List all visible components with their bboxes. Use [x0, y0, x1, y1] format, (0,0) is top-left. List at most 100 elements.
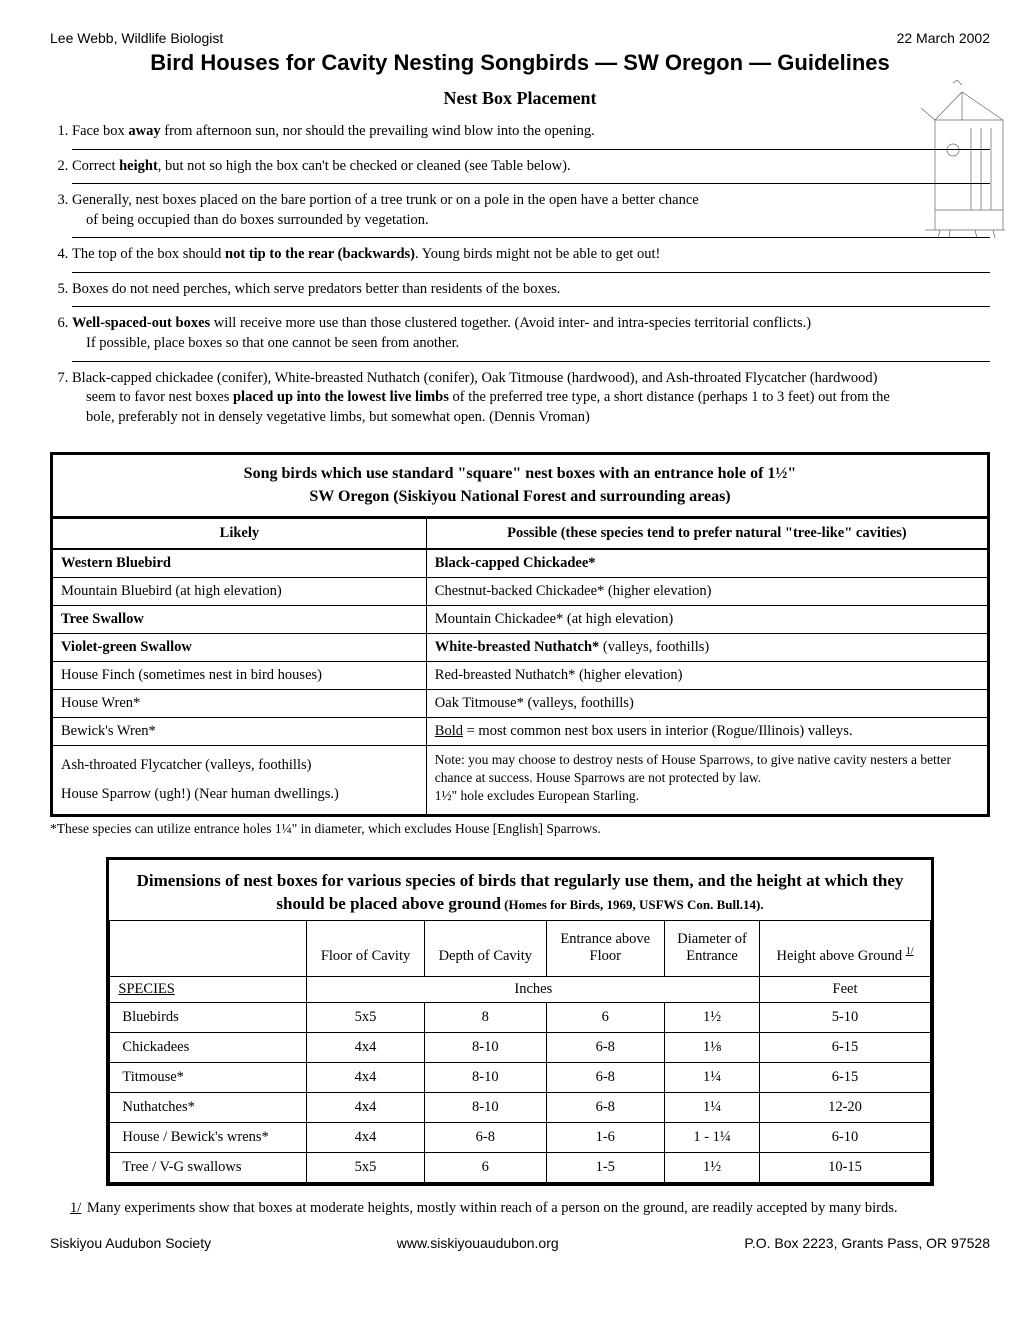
dim-diameter: 1½: [664, 1002, 760, 1032]
page-title: Bird Houses for Cavity Nesting Songbirds…: [50, 50, 990, 76]
dim-depth: 8-10: [424, 1062, 546, 1092]
col-header-likely: Likely: [52, 517, 427, 549]
dim-unit-inches: Inches: [307, 976, 760, 1002]
placement-item: Correct height, but not so high the box …: [72, 150, 990, 185]
dim-species: Tree / V-G swallows: [110, 1152, 307, 1182]
table-row: Tree SwallowMountain Chickadee* (at high…: [52, 605, 989, 633]
dim-entrance: 1-5: [546, 1152, 664, 1182]
dim-unit-feet: Feet: [760, 976, 930, 1002]
species-table: Song birds which use standard "square" n…: [50, 452, 990, 817]
dim-diameter: 1¼: [664, 1062, 760, 1092]
table-row: Bewick's Wren*Bold = most common nest bo…: [52, 717, 989, 745]
dim-depth: 6: [424, 1152, 546, 1182]
dim-floor: 4x4: [307, 1092, 425, 1122]
dim-col-depth: Depth of Cavity: [424, 920, 546, 976]
placement-item: The top of the box should not tip to the…: [72, 238, 990, 273]
species-bottom-right: Note: you may choose to destroy nests of…: [426, 745, 988, 815]
species-cell-likely: Western Bluebird: [52, 549, 427, 578]
table-row: Bluebirds5x5861½5-10: [110, 1002, 930, 1032]
species-cell-likely: House Finch (sometimes nest in bird hous…: [52, 661, 427, 689]
page-header: Lee Webb, Wildlife Biologist 22 March 20…: [50, 30, 990, 46]
dim-floor: 4x4: [307, 1122, 425, 1152]
placement-list: Face box away from afternoon sun, nor sh…: [50, 115, 990, 434]
dim-depth: 8: [424, 1002, 546, 1032]
placement-item: Well-spaced-out boxes will receive more …: [72, 307, 990, 361]
dim-height: 12-20: [760, 1092, 930, 1122]
dim-diameter: 1½: [664, 1152, 760, 1182]
dim-col-empty: [110, 920, 307, 976]
table-row: Tree / V-G swallows5x561-51½10-15: [110, 1152, 930, 1182]
dim-entrance: 6-8: [546, 1062, 664, 1092]
species-footnote: *These species can utilize entrance hole…: [50, 821, 990, 837]
placement-item: Boxes do not need perches, which serve p…: [72, 273, 990, 308]
species-cell-possible: Chestnut-backed Chickadee* (higher eleva…: [426, 577, 988, 605]
dim-entrance: 6-8: [546, 1032, 664, 1062]
author-label: Lee Webb, Wildlife Biologist: [50, 30, 223, 46]
dim-species-header: SPECIES: [110, 976, 307, 1002]
placement-item: Generally, nest boxes placed on the bare…: [72, 184, 990, 238]
page-footer: Siskiyou Audubon Society www.siskiyouaud…: [50, 1235, 990, 1251]
dim-height: 6-15: [760, 1032, 930, 1062]
table-row: Chickadees4x48-106-81⅛6-15: [110, 1032, 930, 1062]
dimensions-table-section: Dimensions of nest boxes for various spe…: [106, 857, 933, 1186]
species-table-section: Song birds which use standard "square" n…: [50, 452, 990, 837]
species-table-title: Song birds which use standard "square" n…: [52, 454, 989, 518]
table-row: House / Bewick's wrens*4x46-81-61 - 1¼6-…: [110, 1122, 930, 1152]
species-cell-possible: Oak Titmouse* (valleys, foothills): [426, 689, 988, 717]
dim-floor: 5x5: [307, 1002, 425, 1032]
species-cell-possible: Bold = most common nest box users in int…: [426, 717, 988, 745]
dim-height: 6-15: [760, 1062, 930, 1092]
placement-heading: Nest Box Placement: [50, 88, 990, 109]
dimensions-table: Floor of Cavity Depth of Cavity Entrance…: [109, 920, 930, 1183]
placement-item: Black-capped chickadee (conifer), White-…: [72, 362, 990, 435]
dim-species: Nuthatches*: [110, 1092, 307, 1122]
footer-right: P.O. Box 2223, Grants Pass, OR 97528: [744, 1235, 990, 1251]
table-row: Violet-green SwallowWhite-breasted Nutha…: [52, 633, 989, 661]
species-cell-likely: Mountain Bluebird (at high elevation): [52, 577, 427, 605]
dim-diameter: 1 - 1¼: [664, 1122, 760, 1152]
species-bottom-left: Ash-throated Flycatcher (valleys, foothi…: [52, 745, 427, 815]
dim-species: Chickadees: [110, 1032, 307, 1062]
table-row: Mountain Bluebird (at high elevation)Che…: [52, 577, 989, 605]
species-cell-likely: Bewick's Wren*: [52, 717, 427, 745]
species-cell-likely: Violet-green Swallow: [52, 633, 427, 661]
dim-height: 10-15: [760, 1152, 930, 1182]
table-row: Titmouse*4x48-106-81¼6-15: [110, 1062, 930, 1092]
species-cell-possible: Black-capped Chickadee*: [426, 549, 988, 578]
dim-entrance: 6-8: [546, 1092, 664, 1122]
species-cell-possible: Red-breasted Nuthatch* (higher elevation…: [426, 661, 988, 689]
col-header-possible: Possible (these species tend to prefer n…: [426, 517, 988, 549]
dim-floor: 4x4: [307, 1062, 425, 1092]
dim-floor: 5x5: [307, 1152, 425, 1182]
dim-diameter: 1¼: [664, 1092, 760, 1122]
dimensions-footnote: 1/ Many experiments show that boxes at m…: [70, 1200, 990, 1217]
dim-height: 5-10: [760, 1002, 930, 1032]
dim-diameter: 1⅛: [664, 1032, 760, 1062]
dim-col-diameter: Diameter ofEntrance: [664, 920, 760, 976]
dim-entrance: 1-6: [546, 1122, 664, 1152]
table-row: House Finch (sometimes nest in bird hous…: [52, 661, 989, 689]
species-cell-possible: Mountain Chickadee* (at high elevation): [426, 605, 988, 633]
placement-item: Face box away from afternoon sun, nor sh…: [72, 115, 990, 150]
birdhouse-illustration-icon: [915, 80, 1010, 240]
table-row: Western BluebirdBlack-capped Chickadee*: [52, 549, 989, 578]
table-row: Nuthatches*4x48-106-81¼12-20: [110, 1092, 930, 1122]
dimensions-title: Dimensions of nest boxes for various spe…: [109, 860, 930, 920]
species-cell-likely: House Wren*: [52, 689, 427, 717]
dim-depth: 8-10: [424, 1092, 546, 1122]
placement-section: Nest Box Placement Face box away from af…: [50, 88, 990, 434]
species-cell-possible: White-breasted Nuthatch* (valleys, footh…: [426, 633, 988, 661]
dim-floor: 4x4: [307, 1032, 425, 1062]
dim-species: Titmouse*: [110, 1062, 307, 1092]
dim-col-height: Height above Ground 1/: [760, 920, 930, 976]
dim-entrance: 6: [546, 1002, 664, 1032]
dim-depth: 8-10: [424, 1032, 546, 1062]
dim-height: 6-10: [760, 1122, 930, 1152]
footer-center: www.siskiyouaudubon.org: [397, 1235, 559, 1251]
dim-depth: 6-8: [424, 1122, 546, 1152]
table-row: House Wren*Oak Titmouse* (valleys, footh…: [52, 689, 989, 717]
footer-left: Siskiyou Audubon Society: [50, 1235, 211, 1251]
species-cell-likely: Tree Swallow: [52, 605, 427, 633]
dim-col-floor: Floor of Cavity: [307, 920, 425, 976]
dim-col-entrance: Entrance aboveFloor: [546, 920, 664, 976]
